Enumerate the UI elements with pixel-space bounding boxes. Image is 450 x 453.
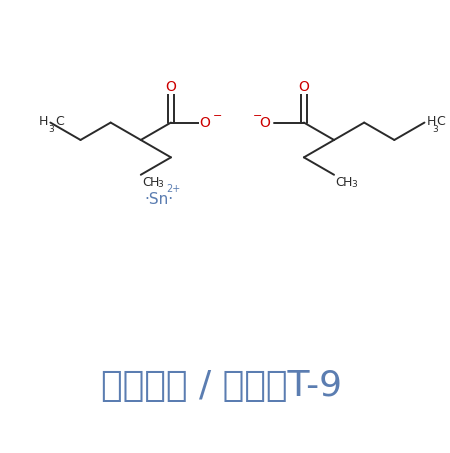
Text: −: − bbox=[253, 111, 262, 121]
Text: ·Sn·: ·Sn· bbox=[144, 193, 174, 207]
Text: C: C bbox=[436, 115, 446, 128]
Text: H: H bbox=[150, 176, 159, 189]
Text: C: C bbox=[142, 176, 150, 189]
Text: O: O bbox=[199, 116, 210, 130]
Text: H: H bbox=[39, 115, 48, 128]
Text: 3: 3 bbox=[49, 125, 54, 135]
Text: H: H bbox=[427, 115, 436, 128]
Text: 3: 3 bbox=[158, 179, 163, 188]
Text: 3: 3 bbox=[432, 125, 438, 135]
Text: C: C bbox=[55, 115, 64, 128]
Text: O: O bbox=[298, 80, 309, 94]
Text: O: O bbox=[166, 80, 176, 94]
Text: O: O bbox=[260, 116, 270, 130]
Text: 2+: 2+ bbox=[166, 184, 180, 194]
Text: C: C bbox=[335, 176, 344, 189]
Text: −: − bbox=[213, 111, 222, 121]
Text: H: H bbox=[343, 176, 353, 189]
Text: 3: 3 bbox=[351, 179, 357, 188]
Text: 辛酸亚锡 / 有机锡T-9: 辛酸亚锡 / 有机锡T-9 bbox=[101, 369, 342, 403]
